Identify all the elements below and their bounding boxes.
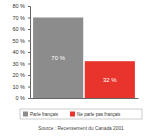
tick-mark	[28, 64, 30, 65]
data-label: 32 %	[103, 77, 117, 83]
tick-mark	[28, 52, 30, 53]
tick-mark	[28, 87, 30, 88]
tick: 70 %	[12, 15, 30, 21]
bar	[85, 61, 135, 98]
plot: 0 % 10 % 20 % 30 % 40 % 50 % 60 % 70 % 80 % 70 % 3…	[12, 3, 138, 101]
tick-label: 0 %	[16, 95, 26, 101]
tick-mark	[28, 41, 30, 42]
tick-label: 60 %	[12, 26, 25, 32]
tick: 40 %	[12, 49, 30, 55]
tick-label: 50 %	[12, 38, 25, 44]
tick: 50 %	[12, 38, 30, 44]
legend-label: Parle français	[30, 112, 59, 117]
data-label: 70 %	[51, 55, 65, 61]
tick-label: 40 %	[12, 49, 25, 55]
tick-mark	[28, 18, 30, 19]
tick: 10 %	[12, 84, 30, 90]
chart: 0 % 10 % 20 % 30 % 40 % 50 % 60 % 70 % 80 % 70 % 3…	[0, 0, 150, 138]
tick: 20 %	[12, 72, 30, 78]
tick-label: 80 %	[12, 3, 25, 9]
tick: 30 %	[12, 61, 30, 67]
x-axis-line	[31, 98, 139, 99]
legend-swatch	[23, 112, 28, 117]
legend-box	[20, 109, 142, 119]
bar	[33, 18, 83, 99]
y-axis-line	[28, 7, 31, 99]
tick-mark	[28, 75, 30, 76]
tick-mark	[28, 6, 30, 7]
tick: 0 %	[16, 95, 30, 101]
tick-mark	[28, 29, 30, 30]
data-labels: 70 % 32 %	[51, 55, 117, 83]
tick: 80 %	[12, 3, 30, 9]
tick-label: 30 %	[12, 61, 25, 67]
tick-mark	[28, 98, 30, 99]
legend-swatch	[70, 112, 75, 117]
bars	[33, 18, 135, 99]
tick-label: 70 %	[12, 15, 25, 21]
legend-label: Ne parle pas français	[77, 112, 121, 117]
legend: Parle français Ne parle pas français	[20, 109, 142, 119]
source-note: Source : Recensement du Canada 2001	[38, 126, 124, 131]
tick-label: 10 %	[12, 84, 25, 90]
tick: 60 %	[12, 26, 30, 32]
tick-label: 20 %	[12, 72, 25, 78]
y-axis: 0 % 10 % 20 % 30 % 40 % 50 % 60 % 70 % 80 %	[12, 3, 30, 101]
